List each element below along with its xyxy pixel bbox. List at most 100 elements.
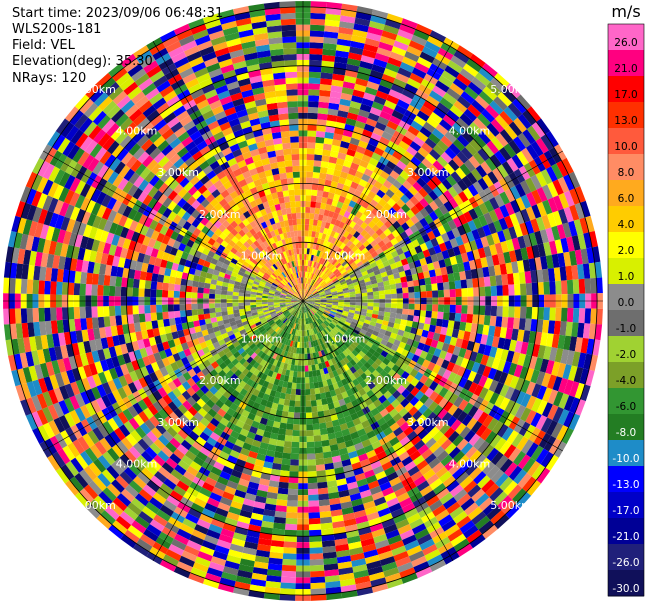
velocity-gate: [355, 241, 363, 249]
velocity-gate: [373, 302, 380, 307]
velocity-gate: [132, 402, 143, 415]
velocity-gate: [491, 357, 501, 370]
velocity-gate: [499, 458, 513, 473]
velocity-gate: [277, 313, 284, 318]
velocity-gate: [316, 476, 327, 483]
velocity-gate: [13, 353, 23, 370]
velocity-gate: [358, 244, 366, 252]
velocity-gate: [410, 435, 422, 446]
velocity-gate: [327, 339, 333, 347]
velocity-gate: [478, 305, 486, 316]
velocity-gate: [305, 283, 308, 290]
velocity-gate: [154, 335, 162, 345]
velocity-gate: [308, 297, 315, 300]
velocity-gate: [427, 262, 435, 271]
velocity-gate: [185, 513, 200, 524]
velocity-gate: [288, 346, 292, 353]
velocity-gate: [37, 377, 48, 394]
velocity-gate: [298, 301, 303, 305]
velocity-gate: [327, 192, 335, 200]
velocity-gate: [310, 273, 315, 280]
velocity-gate: [384, 265, 392, 272]
velocity-gate: [490, 285, 498, 297]
velocity-gate: [382, 260, 390, 268]
velocity-gate: [337, 442, 347, 450]
velocity-gate: [310, 570, 325, 578]
velocity-gate: [64, 383, 75, 398]
velocity-gate: [227, 549, 243, 559]
velocity-gate: [478, 375, 488, 388]
velocity-gate: [431, 175, 442, 187]
velocity-gate: [293, 371, 298, 378]
velocity-gate: [214, 545, 230, 555]
velocity-gate: [324, 268, 330, 275]
velocity-gate: [322, 43, 337, 51]
velocity-gate: [378, 198, 387, 208]
velocity-gate: [122, 238, 132, 250]
velocity-gate: [145, 463, 158, 476]
velocity-gate: [269, 344, 276, 352]
velocity-gate: [287, 488, 299, 496]
velocity-gate: [422, 408, 433, 419]
velocity-gate: [439, 167, 451, 179]
velocity-gate: [256, 297, 262, 300]
velocity-gate: [356, 273, 363, 279]
velocity-gate: [291, 297, 298, 300]
velocity-gate: [430, 339, 439, 349]
velocity-gate: [321, 155, 330, 163]
velocity-gate: [131, 359, 140, 371]
velocity-gate: [121, 314, 128, 325]
velocity-gate: [446, 174, 457, 187]
velocity-gate: [339, 578, 356, 587]
velocity-gate: [421, 433, 433, 445]
velocity-gate: [257, 447, 268, 456]
velocity-gate: [390, 83, 405, 94]
velocity-gate: [323, 246, 329, 254]
velocity-gate: [291, 447, 300, 454]
velocity-gate: [250, 291, 257, 295]
velocity-gate: [268, 336, 275, 343]
velocity-gate: [252, 361, 260, 369]
velocity-gate: [279, 588, 296, 595]
velocity-gate: [303, 299, 309, 301]
velocity-gate: [267, 413, 276, 422]
velocity-gate: [388, 408, 399, 418]
velocity-gate: [191, 292, 198, 299]
velocity-gate: [70, 457, 84, 473]
velocity-gate: [545, 131, 559, 148]
velocity-gate: [291, 302, 298, 304]
velocity-gate: [379, 456, 390, 466]
velocity-gate: [396, 376, 406, 385]
velocity-gate: [128, 480, 143, 494]
velocity-gate: [346, 420, 355, 429]
velocity-gate: [400, 194, 410, 204]
velocity-gate: [211, 403, 221, 413]
velocity-gate: [15, 263, 24, 279]
velocity-gate: [112, 377, 123, 390]
velocity-gate: [58, 332, 66, 346]
velocity-gate: [525, 206, 536, 221]
velocity-gate: [495, 114, 509, 130]
velocity-gate: [288, 482, 299, 490]
velocity-gate: [307, 260, 311, 267]
velocity-gate: [238, 289, 246, 294]
velocity-gate: [253, 501, 266, 510]
velocity-gate: [304, 365, 309, 372]
velocity-gate: [333, 335, 340, 342]
velocity-gate: [386, 497, 400, 508]
velocity-gate: [116, 324, 124, 336]
velocity-gate: [462, 525, 479, 539]
velocity-gate: [291, 303, 298, 306]
velocity-gate: [380, 256, 388, 263]
velocity-gate: [303, 271, 306, 278]
velocity-gate: [304, 289, 307, 296]
velocity-gate: [254, 347, 261, 355]
velocity-gate: [517, 260, 525, 273]
velocity-gate: [279, 295, 286, 298]
velocity-gate: [450, 55, 467, 69]
velocity-gate: [353, 569, 369, 579]
velocity-gate: [139, 422, 151, 435]
velocity-gate: [190, 567, 207, 579]
velocity-gate: [346, 225, 353, 234]
